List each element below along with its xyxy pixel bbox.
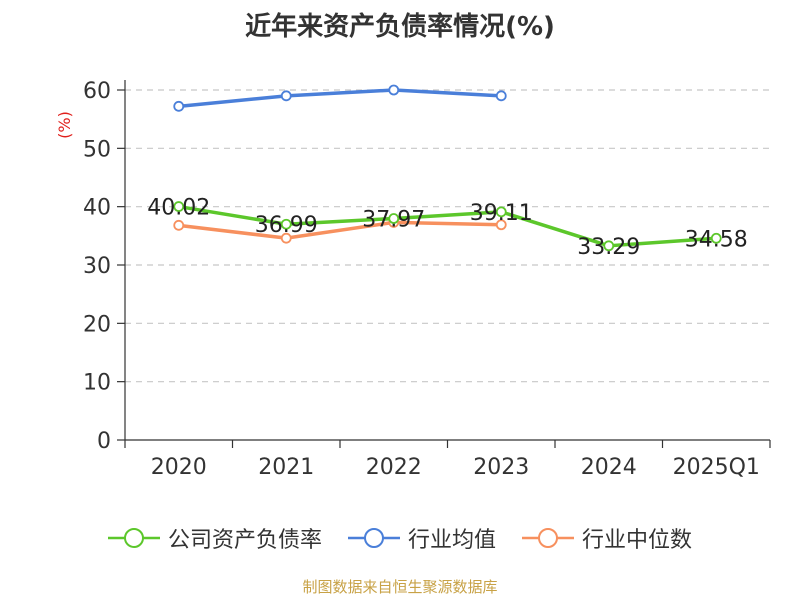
data-point (173, 201, 185, 212)
data-point (173, 100, 185, 112)
legend-marker (363, 528, 384, 548)
legend-swatch (522, 528, 574, 548)
legend-label: 行业均值 (407, 528, 496, 553)
data-point (495, 206, 507, 218)
x-tick-label: 2021 (258, 455, 314, 480)
data-point (388, 213, 400, 224)
data-point (280, 218, 292, 230)
data-point (495, 219, 507, 231)
data-label: 34.58 (685, 227, 748, 252)
source-note: 制图数据来自恒生聚源数据库 (302, 578, 498, 596)
x-tick-label: 2023 (473, 455, 529, 480)
legend-marker (123, 528, 144, 548)
legend-marker (538, 528, 558, 548)
data-point (173, 219, 185, 231)
legend-item[interactable]: 公司资产负债率 (107, 522, 322, 554)
legend-swatch (107, 528, 160, 548)
data-label: 37.97 (362, 208, 425, 233)
data-label: 40.02 (147, 196, 210, 221)
y-axis-label: (%) (55, 111, 74, 139)
legend-swatch (347, 528, 400, 548)
data-point (603, 240, 615, 252)
chart-title: 近年来资产负债率情况(%) (245, 12, 555, 42)
legend: 公司资产负债率 行业均值 行业中位数 (0, 518, 800, 558)
series-0 (173, 201, 722, 252)
y-tick-label: 20 (83, 312, 111, 337)
x-tick-label: 2022 (366, 455, 422, 480)
series-1 (173, 84, 507, 112)
data-point (388, 84, 400, 96)
y-tick-label: 50 (83, 137, 111, 162)
legend-label: 行业中位数 (582, 528, 693, 553)
series (173, 84, 722, 252)
data-point (710, 232, 722, 244)
series-line (178, 88, 502, 109)
y-tick-label: 0 (97, 429, 111, 454)
series-line (178, 204, 717, 248)
data-point (280, 232, 292, 244)
y-tick-label: 10 (83, 371, 111, 396)
gridlines (125, 89, 770, 383)
data-label: 36.99 (255, 213, 318, 238)
legend-label: 公司资产负债率 (167, 528, 322, 553)
data-point (280, 90, 292, 102)
data-label: 33.29 (577, 235, 640, 260)
legend-item[interactable]: 行业中位数 (522, 522, 692, 554)
x-tick-label: 2024 (581, 455, 637, 480)
series-line (178, 220, 502, 240)
y-tick-label: 30 (83, 254, 111, 279)
y-tick-label: 40 (83, 196, 111, 221)
x-tick-label: 2025Q1 (673, 455, 760, 480)
data-point (495, 90, 507, 102)
x-tick-label: 2020 (151, 455, 207, 480)
axes: 0 10 20 30 40 50 60 2020 2021 2022 2023 2024 2025Q1 (83, 79, 771, 480)
data-labels: 40.02 36.99 37.97 39.11 33.29 34.58 (147, 196, 747, 260)
data-label: 39.11 (470, 201, 533, 226)
legend-item[interactable]: 行业均值 (347, 522, 496, 554)
y-tick-label: 60 (83, 79, 111, 104)
